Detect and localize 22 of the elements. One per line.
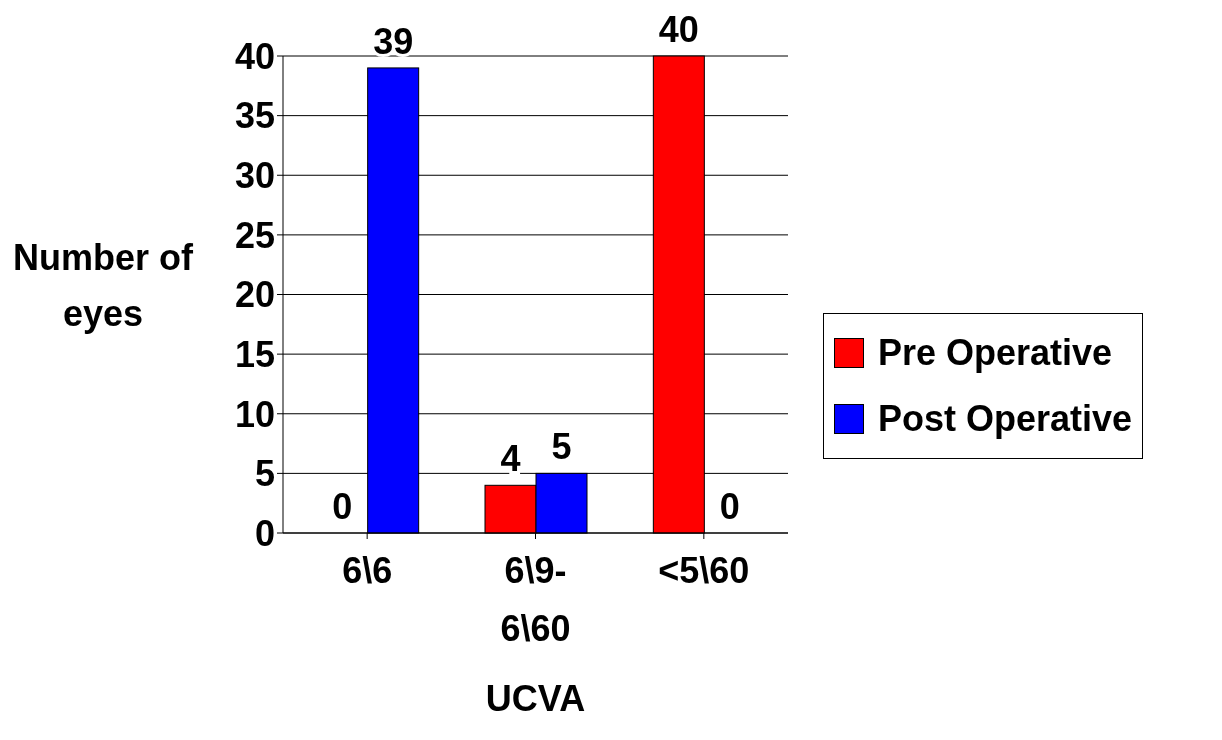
y-tick-label: 25 — [234, 214, 275, 256]
y-tick-label: 20 — [234, 274, 275, 316]
data-label: 4 — [500, 438, 521, 480]
legend-label: Post Operative — [877, 397, 1133, 441]
data-label: 0 — [332, 486, 353, 527]
y-axis-title: Number of eyes — [12, 236, 194, 336]
x-tick-label: 6\9-6\60 — [500, 550, 571, 649]
data-label: 40 — [658, 9, 699, 50]
y-tick-label: 35 — [234, 95, 275, 137]
x-axis-title: UCVA — [484, 678, 587, 720]
data-label: 0 — [719, 486, 740, 527]
legend-label: Pre Operative — [877, 331, 1114, 375]
y-tick-label: 30 — [234, 155, 275, 197]
y-tick-label: 15 — [234, 333, 275, 375]
x-tick-label: 6\6 — [342, 550, 393, 591]
y-tick-label: 40 — [234, 35, 275, 77]
x-tick-label: <5\60 — [658, 550, 750, 591]
y-tick-label: 5 — [254, 453, 275, 495]
y-tick-label: 10 — [234, 393, 275, 435]
data-label: 5 — [551, 426, 572, 468]
data-label: 39 — [373, 20, 414, 62]
y-tick-label: 0 — [254, 512, 275, 554]
